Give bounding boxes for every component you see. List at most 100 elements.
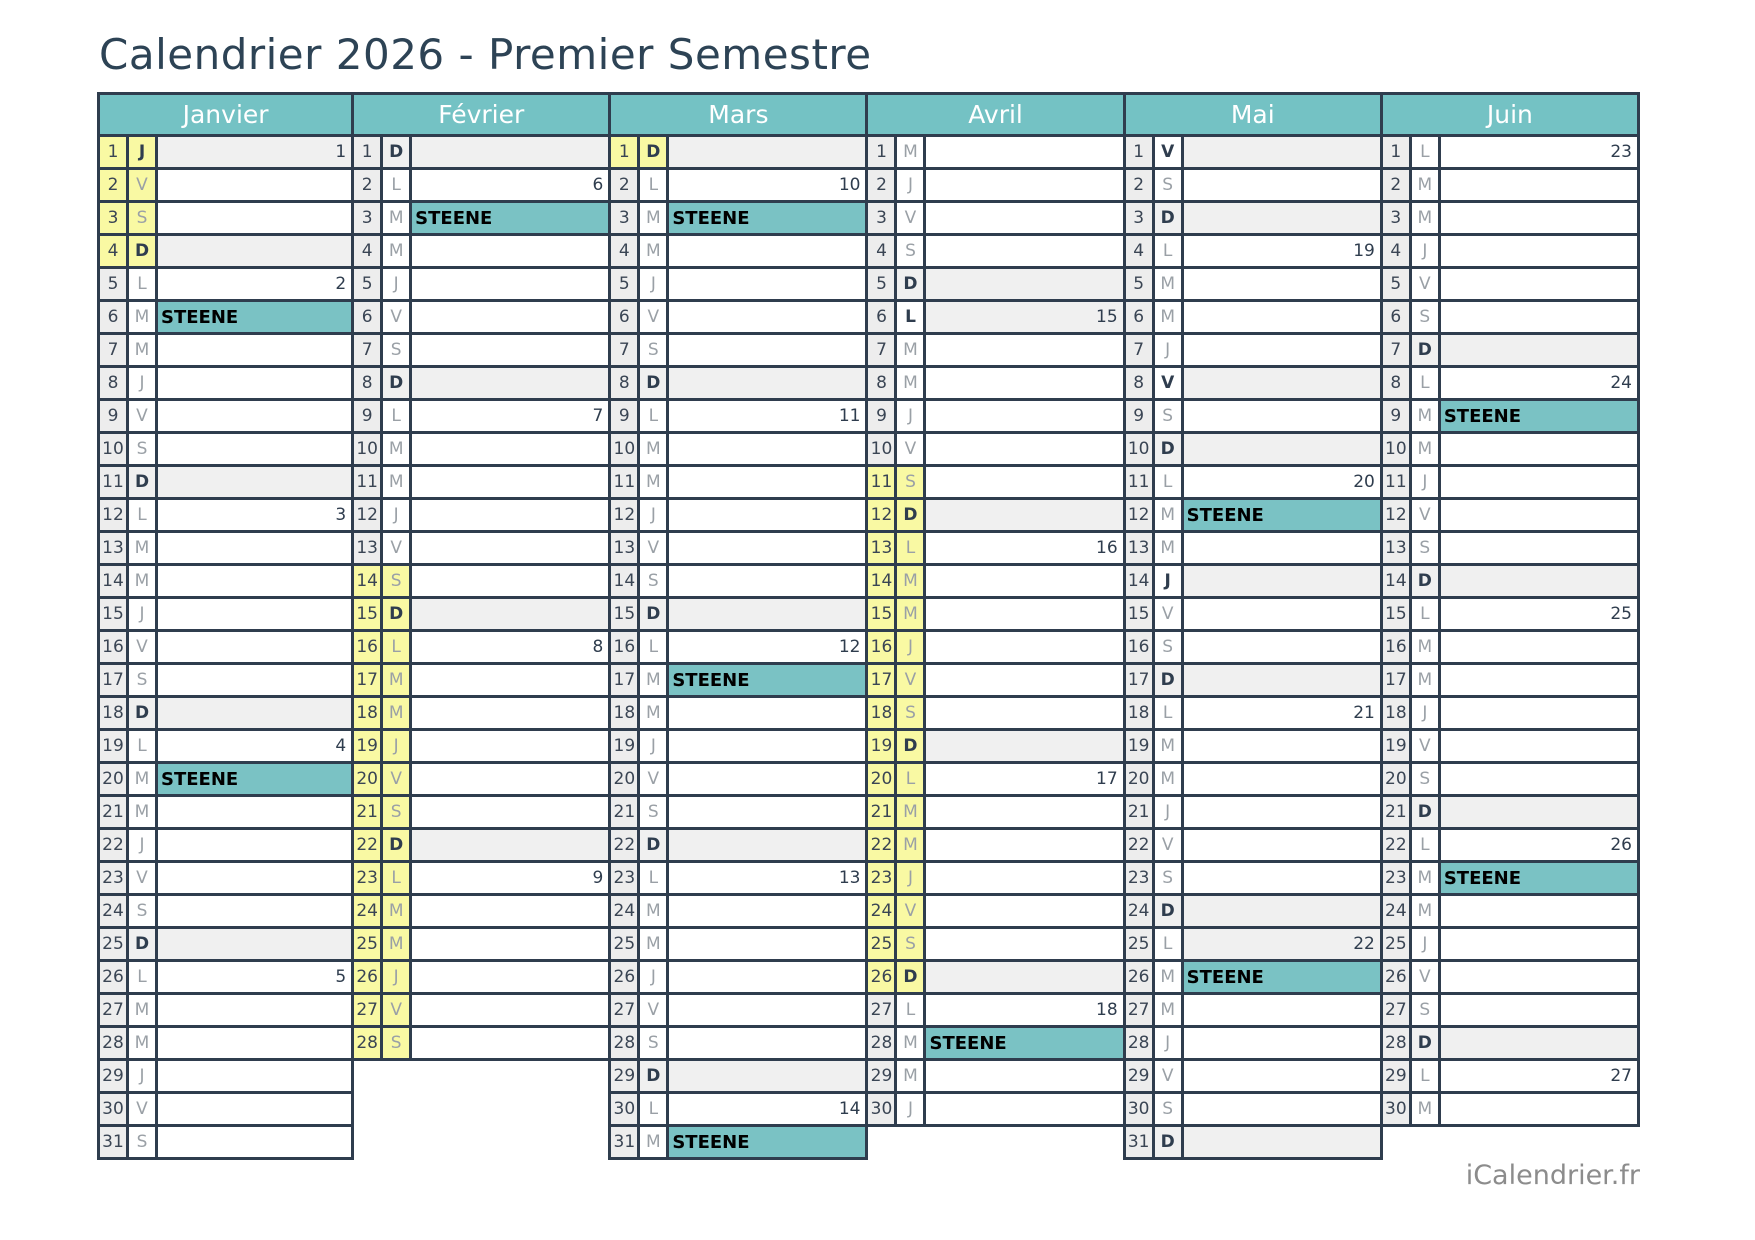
day-content-cell [1183,368,1380,398]
day-content-cell [158,896,352,926]
week-number: 17 [1096,769,1118,789]
day-row: 21 M [865,794,1126,830]
day-row: 14 M [865,563,1126,599]
day-row: 10 M [608,431,869,467]
day-letter-cell: V [129,170,158,200]
day-row: 26 J [608,959,869,995]
day-number-cell: 9 [1125,401,1155,431]
day-row: 18 L 21 [1122,695,1383,731]
day-number-cell: 8 [354,368,384,398]
day-content-cell: 8 [412,632,609,662]
day-row: 9 L 11 [608,398,869,434]
day-number-cell: 16 [1125,632,1155,662]
day-content-cell [412,731,609,761]
day-letter-cell: M [129,566,158,596]
day-number-cell: 3 [1125,203,1155,233]
day-content-cell [669,599,866,629]
day-letter-cell: M [1411,1094,1441,1124]
day-letter-cell: M [129,335,158,365]
day-number-cell: 14 [100,566,129,596]
day-number-cell: 5 [1382,269,1412,299]
day-content-cell: STEENE [158,764,352,794]
day-row: 15 L 25 [1379,596,1640,632]
day-number-cell: 26 [611,962,641,992]
month-column-fevrier: Février 1 D 2 L 6 3 M STEENE 4 M 5 J 6 V 7 S 8 D 9 L 7 10 M 11 M 1… [351,92,612,1160]
day-letter-cell: M [383,203,413,233]
month-column-avril: Avril 1 M 2 J 3 V 4 S 5 D 6 L 15 7 M 8 M 9 J 10 V 11 S 12 D 13 L 16 1… [865,92,1126,1160]
week-number: 15 [1096,307,1118,327]
day-content-cell [669,830,866,860]
week-number: 25 [1610,604,1632,624]
day-row: 23 L 13 [608,860,869,896]
day-letter-cell: L [1411,368,1441,398]
day-number-cell: 18 [611,698,641,728]
day-number-cell: 19 [1382,731,1412,761]
day-number-cell: 7 [611,335,641,365]
day-content-cell [158,1061,352,1091]
day-letter-cell: M [1154,269,1184,299]
day-number-cell: 7 [1125,335,1155,365]
day-row: 30 V [97,1091,355,1127]
day-letter-cell: S [1154,632,1184,662]
day-content-cell [412,236,609,266]
day-content-cell [1183,137,1380,167]
day-content-cell [669,896,866,926]
day-content-cell [158,401,352,431]
day-content-cell [1183,599,1380,629]
day-number-cell: 12 [1382,500,1412,530]
day-letter-cell: J [383,962,413,992]
week-number: 20 [1353,472,1375,492]
day-number-cell: 8 [868,368,898,398]
day-number-cell: 1 [1125,137,1155,167]
day-number-cell: 21 [1382,797,1412,827]
day-row: 18 M [608,695,869,731]
day-number-cell: 17 [354,665,384,695]
day-row: 24 M [1379,893,1640,929]
day-number-cell: 26 [1382,962,1412,992]
day-row: 20 S [1379,761,1640,797]
day-number-cell: 2 [1125,170,1155,200]
day-number-cell: 26 [354,962,384,992]
day-letter-cell: J [640,731,670,761]
day-row: 9 M STEENE [1379,398,1640,434]
day-number-cell: 1 [1382,137,1412,167]
day-content-cell [1440,566,1637,596]
day-content-cell [926,368,1123,398]
day-content-cell [412,797,609,827]
day-content-cell [926,500,1123,530]
day-content-cell: STEENE [669,1127,866,1157]
day-row: 30 L 14 [608,1091,869,1127]
day-letter-cell: J [129,599,158,629]
day-row: 12 J [608,497,869,533]
day-content-cell: 20 [1183,467,1380,497]
day-letter-cell: V [640,764,670,794]
day-row: 20 V [608,761,869,797]
day-letter-cell: M [640,203,670,233]
day-row: 22 D [351,827,612,863]
day-row: 26 D [865,959,1126,995]
day-row: 19 L 4 [97,728,355,764]
day-letter-cell: S [129,896,158,926]
day-letter-cell: V [1411,269,1441,299]
day-row: 26 J [351,959,612,995]
day-content-cell: 10 [669,170,866,200]
day-number-cell: 4 [1125,236,1155,266]
day-content-cell [1183,1061,1380,1091]
day-number-cell: 17 [868,665,898,695]
day-letter-cell: M [1154,731,1184,761]
day-letter-cell: M [129,302,158,332]
day-content-cell [926,1094,1123,1124]
day-number-cell: 19 [1125,731,1155,761]
week-number: 16 [1096,538,1118,558]
day-letter-cell: D [640,368,670,398]
day-row: 10 V [865,431,1126,467]
day-number-cell: 12 [611,500,641,530]
day-row: 16 J [865,629,1126,665]
